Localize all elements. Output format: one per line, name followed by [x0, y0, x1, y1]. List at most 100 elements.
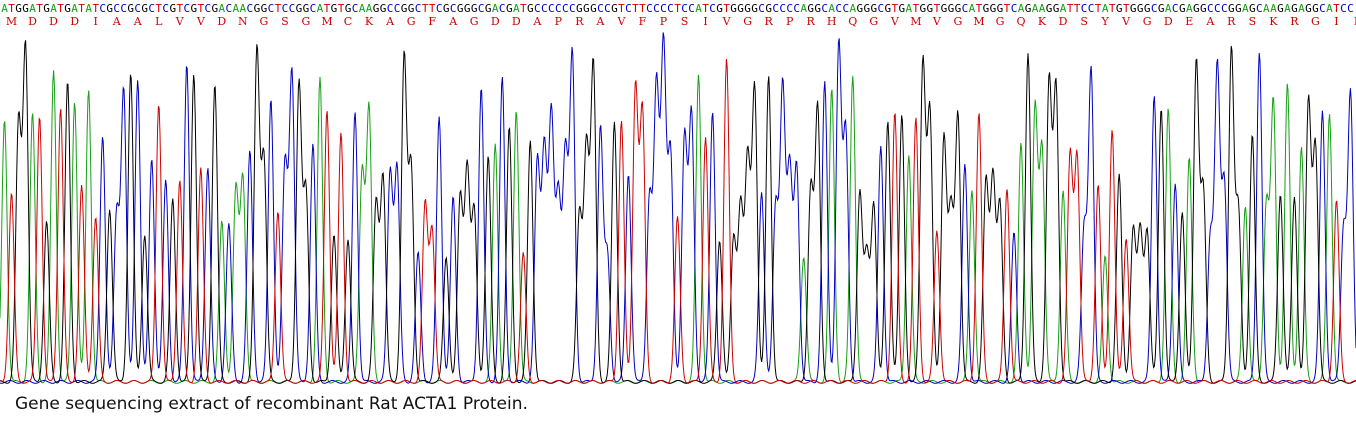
base-call: C: [555, 2, 562, 15]
base-call: G: [983, 2, 990, 15]
amino-acid-label: D: [1164, 15, 1173, 28]
amino-acid-label: A: [595, 15, 605, 28]
base-call: G: [106, 2, 113, 15]
base-call: G: [576, 2, 583, 15]
amino-acid-label: A: [1205, 15, 1215, 28]
figure-caption: Gene sequencing extract of recombinant R…: [15, 394, 528, 414]
base-call: G: [261, 2, 268, 15]
base-call: C: [134, 2, 141, 15]
base-call: G: [1179, 2, 1186, 15]
base-call: A: [219, 2, 226, 15]
base-call: C: [660, 2, 667, 15]
base-call: T: [639, 2, 646, 15]
base-call: T: [92, 2, 99, 15]
base-call: C: [148, 2, 155, 15]
base-call: G: [380, 2, 387, 15]
amino-acid-label: M: [321, 15, 332, 28]
base-call: T: [1123, 2, 1130, 15]
base-call: G: [997, 2, 1004, 15]
amino-acid-label: F: [639, 15, 647, 28]
amino-acid-label: F: [428, 15, 436, 28]
base-call: A: [233, 2, 240, 15]
base-call: A: [1060, 2, 1067, 15]
amino-acid-label: P: [660, 15, 668, 28]
amino-acid-label: G: [259, 15, 268, 28]
base-call: G: [443, 2, 450, 15]
base-call: A: [366, 2, 373, 15]
base-call: G: [716, 2, 723, 15]
base-call: G: [920, 2, 927, 15]
base-call: G: [1116, 2, 1123, 15]
base-call: A: [1018, 2, 1025, 15]
amino-acid-label: L: [155, 15, 163, 28]
base-call: G: [296, 2, 303, 15]
base-call: C: [562, 2, 569, 15]
base-call: C: [646, 2, 653, 15]
base-call: G: [744, 2, 751, 15]
amino-acid-label: R: [575, 15, 584, 28]
base-call: G: [190, 2, 197, 15]
base-call: A: [240, 2, 247, 15]
base-call: C: [534, 2, 541, 15]
amino-acid-label: G: [1311, 15, 1320, 28]
base-call: A: [1270, 2, 1277, 15]
amino-acid-label: L: [1354, 15, 1356, 28]
base-call: G: [15, 2, 22, 15]
amino-acid-label: V: [722, 15, 732, 28]
base-call: A: [29, 2, 36, 15]
amino-acid-label: M: [973, 15, 984, 28]
base-call: A: [800, 2, 807, 15]
base-call: G: [870, 2, 877, 15]
amino-acid-label: N: [238, 15, 248, 28]
base-call: C: [962, 2, 969, 15]
amino-acid-label: G: [743, 15, 752, 28]
base-call: G: [927, 2, 934, 15]
base-call: A: [359, 2, 366, 15]
base-call: A: [317, 2, 324, 15]
base-call: G: [485, 2, 492, 15]
base-call: C: [821, 2, 828, 15]
base-call: G: [1046, 2, 1053, 15]
base-call: C: [779, 2, 786, 15]
base-call: A: [1039, 2, 1046, 15]
amino-acid-label: I: [1334, 15, 1338, 28]
amino-acid-label: G: [1143, 15, 1152, 28]
base-call: G: [331, 2, 338, 15]
base-call: A: [1263, 2, 1270, 15]
base-call: C: [793, 2, 800, 15]
base-call: G: [1277, 2, 1284, 15]
base-call: G: [863, 2, 870, 15]
base-call: G: [807, 2, 814, 15]
amino-acid-label: V: [890, 15, 900, 28]
amino-acid-label: K: [1038, 15, 1047, 28]
base-call: C: [1340, 2, 1347, 15]
amino-acid-label: G: [470, 15, 479, 28]
base-call: T: [892, 2, 899, 15]
base-call: G: [814, 2, 821, 15]
amino-acid-label: D: [512, 15, 521, 28]
amino-acid-label: Q: [848, 15, 857, 28]
amino-acid-label: A: [112, 15, 122, 28]
base-call: T: [1109, 2, 1116, 15]
base-call: C: [99, 2, 106, 15]
base-call: T: [1095, 2, 1102, 15]
base-call: C: [653, 2, 660, 15]
base-call: C: [450, 2, 457, 15]
base-call: G: [127, 2, 134, 15]
base-call: G: [373, 2, 380, 15]
base-call: G: [212, 2, 219, 15]
base-call: C: [1256, 2, 1263, 15]
base-call: T: [1333, 2, 1340, 15]
amino-acid-label: V: [175, 15, 185, 28]
amino-acid-label: H: [827, 15, 837, 28]
base-call: C: [1319, 2, 1326, 15]
amino-acid-label: S: [681, 15, 689, 28]
base-call: G: [1193, 2, 1200, 15]
base-call: T: [78, 2, 85, 15]
base-call: A: [50, 2, 57, 15]
base-call: C: [1151, 2, 1158, 15]
base-call: C: [625, 2, 632, 15]
base-call: G: [899, 2, 906, 15]
amino-acid-label: K: [1269, 15, 1278, 28]
base-call: T: [520, 2, 527, 15]
